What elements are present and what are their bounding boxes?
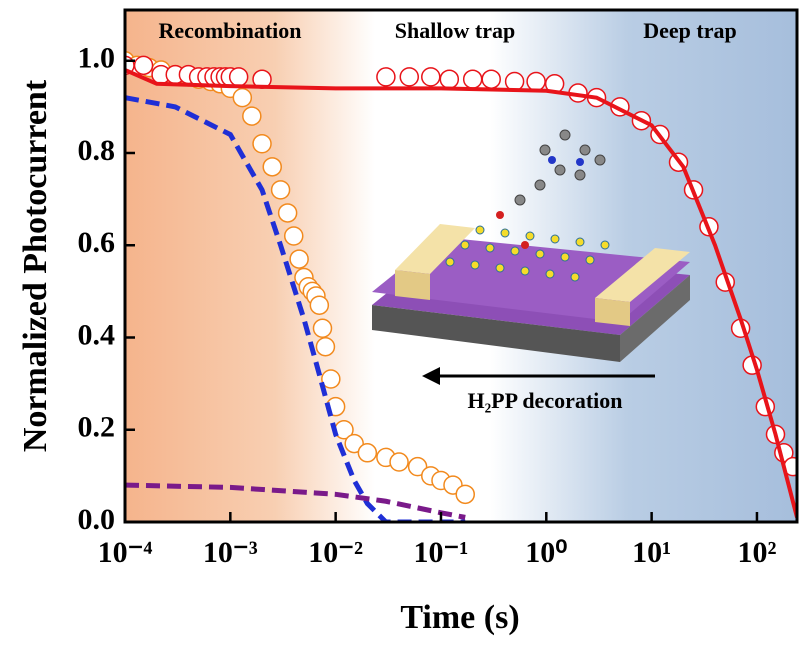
y-tick-label: 1.0 <box>78 42 116 75</box>
x-axis-label: Time (s) <box>400 599 519 636</box>
y-tick-label: 0.4 <box>78 318 116 351</box>
data-point <box>316 338 334 356</box>
x-tick-label: 10⁰ <box>525 536 567 569</box>
arrow-head <box>422 367 440 385</box>
data-point <box>272 181 290 199</box>
x-tick-label: 10⁻⁴ <box>98 536 153 569</box>
data-point <box>482 70 500 88</box>
x-tick-label: 10¹ <box>632 536 671 569</box>
data-point <box>135 56 153 74</box>
y-tick-label: 0.2 <box>78 411 116 444</box>
chart: Recombination Shallow trap Deep trap H₂P… <box>0 0 799 648</box>
data-point <box>233 89 251 107</box>
x-tick-label: 10⁻¹ <box>414 536 469 569</box>
data-point <box>290 250 308 268</box>
data-point <box>230 68 248 86</box>
y-axis-label: Normalized Photocurrent <box>17 79 54 452</box>
region-label: Deep trap <box>643 18 736 43</box>
y-tick-label: 0.6 <box>78 226 116 259</box>
data-point <box>358 444 376 462</box>
data-point <box>456 485 474 503</box>
region-label: Recombination <box>159 18 302 43</box>
region-label: Shallow trap <box>395 18 515 43</box>
data-point <box>253 135 271 153</box>
data-point <box>377 68 395 86</box>
arrow-label: H₂PP decoration <box>467 388 622 413</box>
data-point <box>506 72 524 90</box>
data-point <box>440 70 458 88</box>
data-point <box>263 158 281 176</box>
data-point <box>390 453 408 471</box>
x-tick-label: 10⁻² <box>308 536 363 569</box>
data-point <box>464 70 482 88</box>
y-tick-label: 0.0 <box>78 503 116 536</box>
data-point <box>422 68 440 86</box>
data-point <box>285 227 303 245</box>
data-point <box>527 72 545 90</box>
x-tick-label: 10⁻³ <box>203 536 258 569</box>
data-point <box>313 319 331 337</box>
data-point <box>400 68 418 86</box>
x-tick-label: 10² <box>737 536 776 569</box>
data-point <box>310 296 328 314</box>
data-point <box>279 204 297 222</box>
data-point <box>243 107 261 125</box>
y-tick-label: 0.8 <box>78 134 116 167</box>
